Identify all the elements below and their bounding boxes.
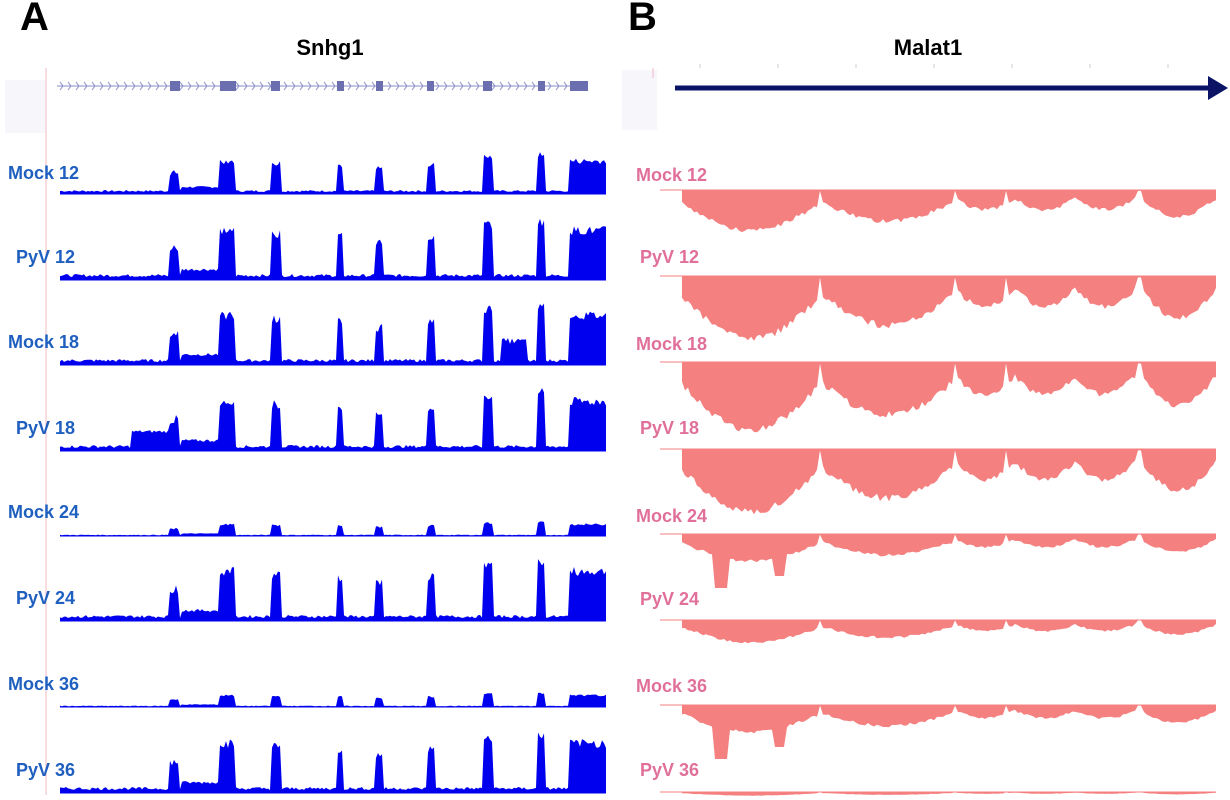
snhg1-coverage-track — [60, 388, 606, 451]
malat1-coverage-track — [682, 449, 1216, 515]
track-label-b-2: Mock 18 — [636, 334, 707, 354]
track-label-b-3: PyV 18 — [640, 418, 699, 438]
snhg1-coverage-track — [60, 732, 606, 793]
malat1-coverage-track — [682, 190, 1216, 233]
panel-a-letter: A — [20, 0, 49, 39]
track-label-a-5: PyV 24 — [16, 588, 75, 608]
snhg1-coverage-track — [60, 559, 606, 621]
track-label-b-1: PyV 12 — [640, 247, 699, 267]
snhg1-gene-model — [57, 81, 588, 91]
track-label-b-0: Mock 12 — [636, 165, 707, 185]
snhg1-coverage-track — [60, 218, 606, 280]
malat1-coverage-tracks — [660, 189, 1216, 796]
track-label-a-7: PyV 36 — [16, 760, 75, 780]
panel-b-letter: B — [628, 0, 657, 39]
track-label-b-5: PyV 24 — [640, 589, 699, 609]
track-label-a-0: Mock 12 — [8, 163, 79, 183]
gene-snhg1-title: Snhg1 — [296, 35, 363, 60]
track-label-b-4: Mock 24 — [636, 506, 707, 526]
track-label-a-3: PyV 18 — [16, 418, 75, 438]
malat1-coverage-track — [682, 620, 1216, 644]
gene-malat1-title: Malat1 — [894, 35, 962, 60]
track-label-b-7: PyV 36 — [640, 760, 699, 780]
malat1-coverage-track — [682, 534, 1216, 588]
track-header-box-a — [5, 80, 45, 133]
snhg1-coverage-track — [60, 303, 606, 365]
track-label-a-2: Mock 18 — [8, 332, 79, 352]
malat1-track-labels: Mock 12 PyV 12 Mock 18 PyV 18 Mock 24 Py… — [636, 165, 707, 780]
malat1-coverage-track — [682, 705, 1216, 759]
snhg1-coverage-track — [60, 521, 606, 536]
snhg1-track-labels: Mock 12 PyV 12 Mock 18 PyV 18 Mock 24 Py… — [8, 163, 79, 780]
snhg1-coverage-track — [60, 692, 606, 707]
malat1-coverage-track — [682, 362, 1216, 433]
track-header-box-b — [622, 70, 657, 130]
malat1-coverage-track — [682, 792, 1216, 796]
malat1-gene-arrow — [675, 64, 1228, 100]
track-label-a-1: PyV 12 — [16, 247, 75, 267]
malat1-coverage-track — [682, 276, 1216, 341]
track-label-a-6: Mock 36 — [8, 674, 79, 694]
track-label-a-4: Mock 24 — [8, 502, 79, 522]
track-label-b-6: Mock 36 — [636, 676, 707, 696]
snhg1-coverage-track — [60, 152, 606, 194]
snhg1-coverage-tracks — [60, 152, 606, 794]
